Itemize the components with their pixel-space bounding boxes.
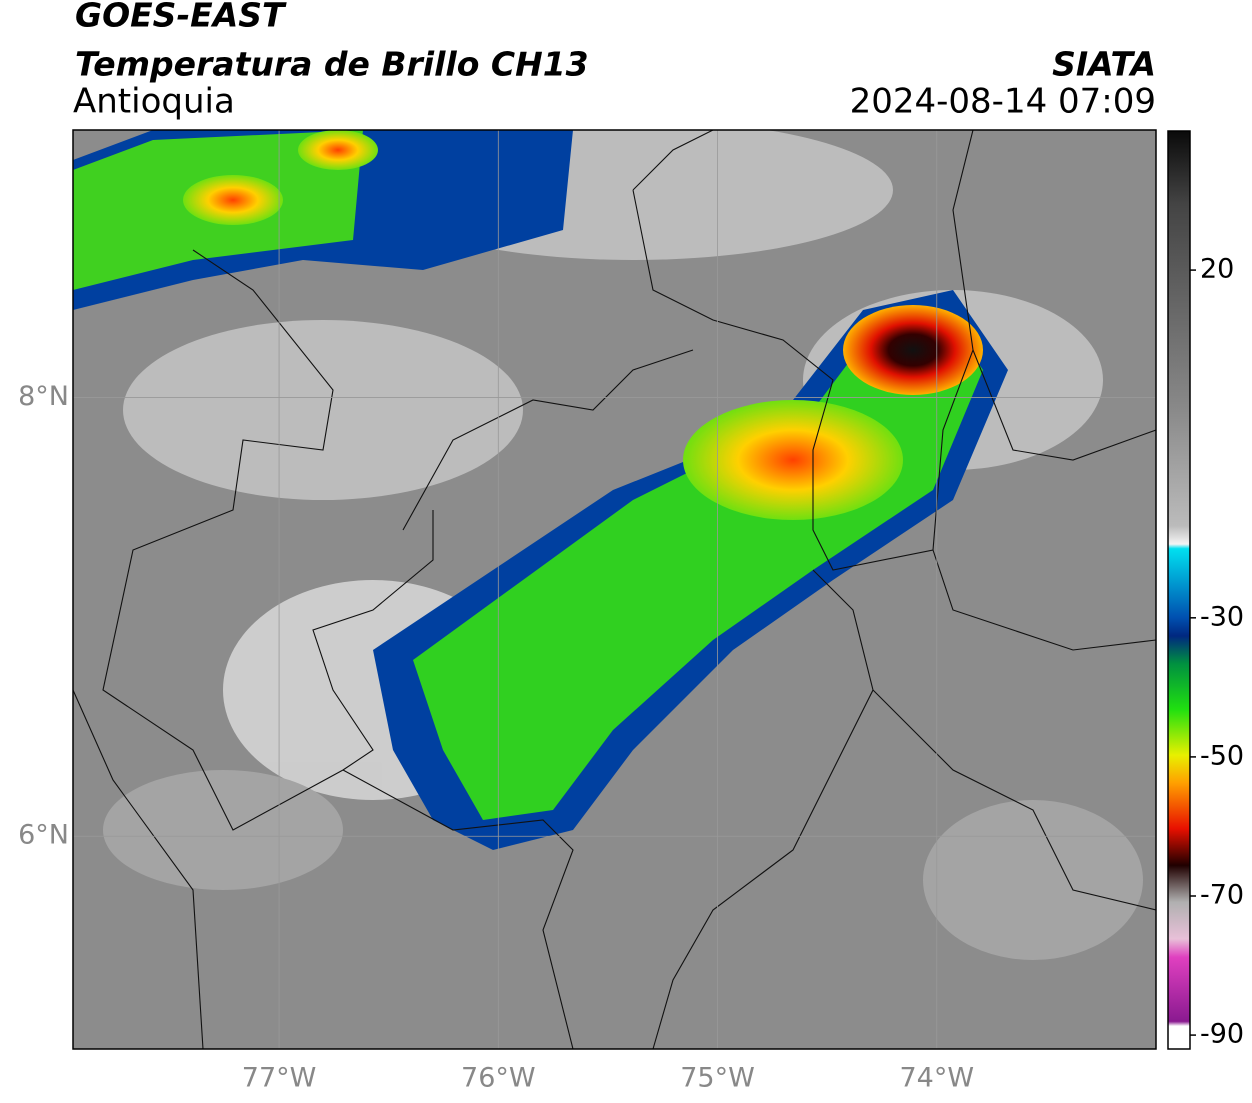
subtitle: Temperatura de Brillo CH13 (75, 45, 589, 84)
y-tick-label: 6°N (18, 820, 69, 851)
title: GOES-EAST (75, 0, 287, 35)
map-frame (72, 129, 1157, 1050)
axes: 77°W 76°W 75°W 74°W 6°N 8°N 20 -30 -50 -70 -90 (18, 254, 1244, 1094)
borders (73, 130, 1156, 1049)
storm (73, 130, 1008, 850)
source: SIATA (1052, 45, 1156, 84)
y-tick-label: 8°N (18, 381, 69, 412)
colorbar-tick-label: -70 (1200, 880, 1244, 911)
colorbar (1167, 130, 1191, 1050)
datetime: 2024-08-14 07:09 (850, 82, 1156, 122)
x-tick-label: 75°W (680, 1063, 755, 1094)
header: GOES-EAST Temperatura de Brillo CH13 Ant… (73, 0, 1156, 122)
x-tick-label: 77°W (242, 1063, 317, 1094)
region: Antioquia (73, 82, 235, 122)
colorbar-tick-label: -50 (1200, 740, 1244, 771)
x-tick-label: 76°W (461, 1063, 536, 1094)
colorbar-tick-label: -90 (1200, 1019, 1244, 1050)
colorbar-tick-label: -30 (1200, 601, 1244, 632)
map (73, 130, 1156, 1049)
x-tick-label: 74°W (899, 1063, 974, 1094)
colorbar-tick-label: 20 (1200, 254, 1234, 285)
grid (73, 130, 1156, 1049)
